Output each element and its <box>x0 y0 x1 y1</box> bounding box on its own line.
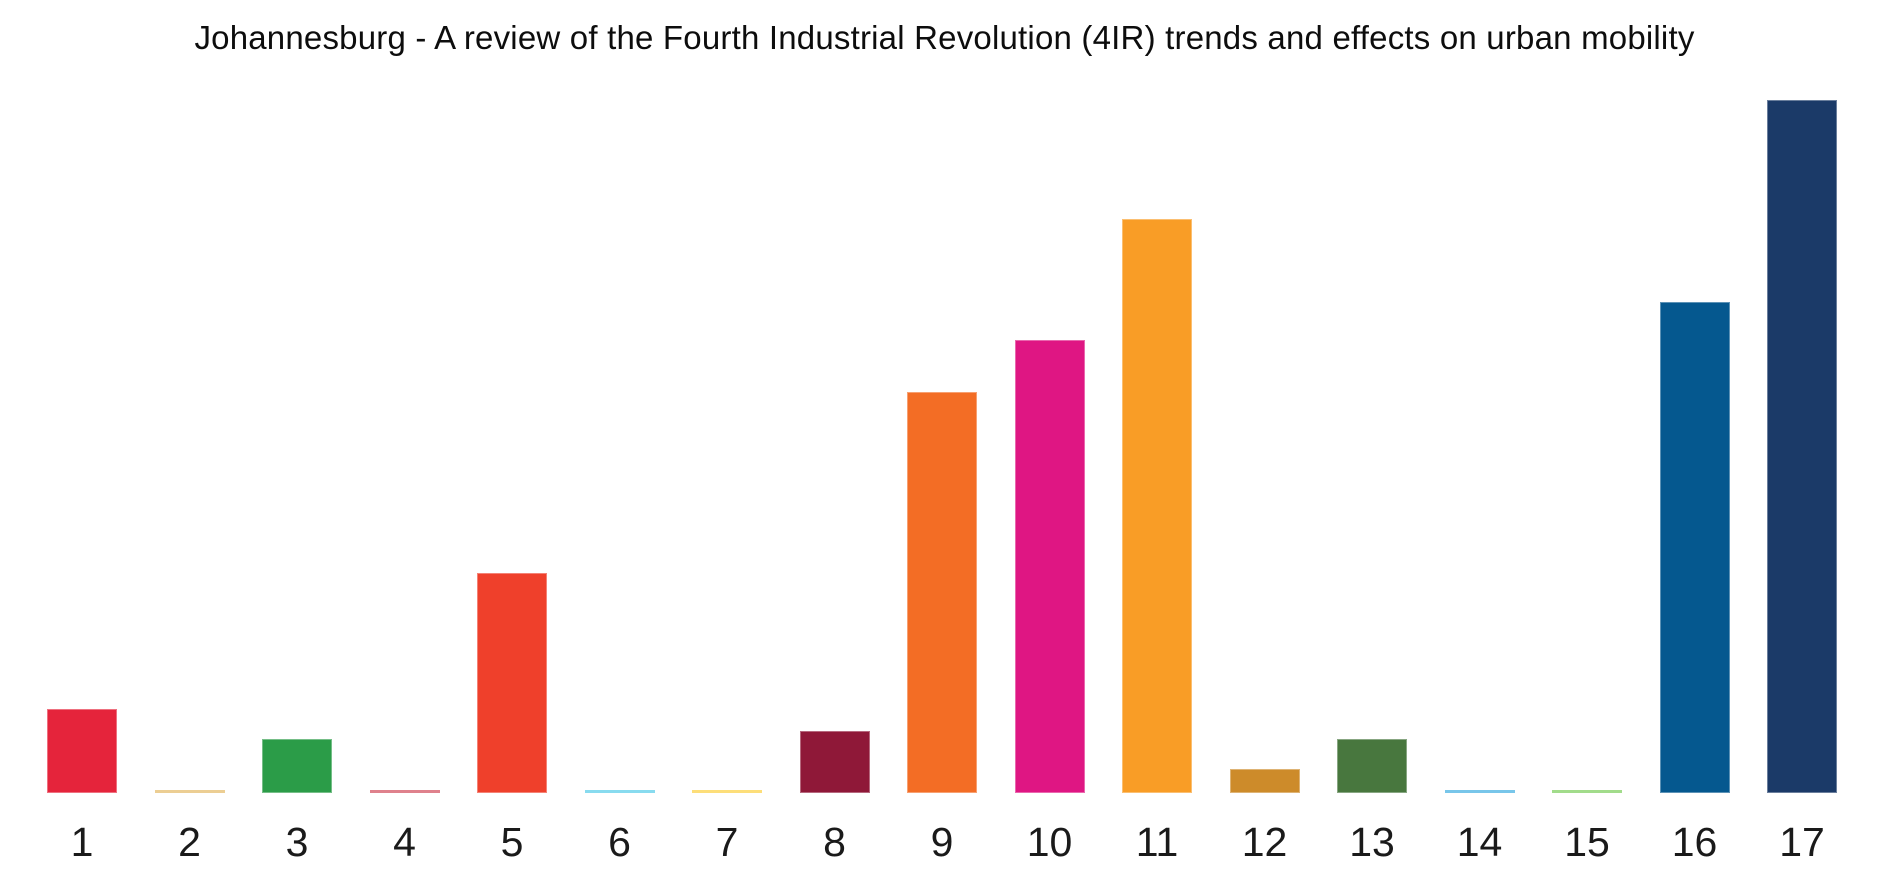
bar-sdg-11 <box>1122 219 1192 793</box>
bar-sdg-2 <box>154 790 225 793</box>
bar-sdg-12 <box>1229 769 1300 793</box>
bar-sdg-13 <box>1337 739 1407 793</box>
bar-sdg-8 <box>799 731 870 793</box>
bar-column-sdg-10: 10 <box>1014 0 1085 876</box>
bar-sdg-4 <box>369 790 440 793</box>
bar-sdg-7 <box>692 790 762 793</box>
x-tick-label: 3 <box>285 819 309 865</box>
bar-sdg-16 <box>1659 302 1730 793</box>
bar-column-sdg-5: 5 <box>477 0 547 876</box>
bar-column-sdg-8: 8 <box>799 0 870 876</box>
bar-column-sdg-7: 7 <box>692 0 762 876</box>
x-tick-label: 17 <box>1779 819 1825 865</box>
x-tick-label: 1 <box>70 819 94 865</box>
bar-sdg-14 <box>1444 790 1515 793</box>
bar-column-sdg-14: 14 <box>1444 0 1515 876</box>
x-tick-label: 16 <box>1671 819 1718 865</box>
x-tick-label: 14 <box>1456 819 1503 865</box>
bar-column-sdg-12: 12 <box>1229 0 1300 876</box>
bar-column-sdg-11: 11 <box>1122 0 1192 876</box>
bar-sdg-9 <box>907 392 977 793</box>
x-tick-label: 10 <box>1026 819 1073 865</box>
x-tick-label: 5 <box>500 819 524 865</box>
bar-sdg-17 <box>1767 100 1837 793</box>
bar-column-sdg-15: 15 <box>1552 0 1622 876</box>
bar-sdg-6 <box>584 790 655 793</box>
bar-sdg-15 <box>1552 790 1622 793</box>
bar-sdg-5 <box>477 573 547 793</box>
bar-column-sdg-6: 6 <box>584 0 655 876</box>
bar-chart: 1 2 3 4 5 6 7 8 9 10 11 12 13 14 15 16 17 <box>47 0 1837 876</box>
x-tick-label: 2 <box>178 819 201 865</box>
bar-column-sdg-2: 2 <box>154 0 225 876</box>
x-tick-label: 8 <box>823 819 846 865</box>
x-tick-label: 6 <box>608 819 631 865</box>
x-tick-label: 7 <box>715 819 739 865</box>
x-tick-label: 12 <box>1241 819 1288 865</box>
bar-sdg-3 <box>262 739 332 793</box>
x-tick-label: 13 <box>1349 819 1395 865</box>
x-tick-label: 4 <box>393 819 416 865</box>
x-tick-label: 11 <box>1135 819 1179 865</box>
bar-column-sdg-9: 9 <box>907 0 977 876</box>
bar-column-sdg-1: 1 <box>47 0 117 876</box>
bar-column-sdg-13: 13 <box>1337 0 1407 876</box>
bar-column-sdg-17: 17 <box>1767 0 1837 876</box>
bar-sdg-10 <box>1014 340 1085 793</box>
chart-title: Johannesburg - A review of the Fourth In… <box>194 19 1695 56</box>
bar-sdg-1 <box>47 709 117 793</box>
x-tick-label: 15 <box>1564 819 1610 865</box>
x-tick-label: 9 <box>930 819 954 865</box>
bar-column-sdg-3: 3 <box>262 0 332 876</box>
bar-column-sdg-16: 16 <box>1659 0 1730 876</box>
bar-columns: 1 2 3 4 5 6 7 8 9 10 11 12 13 14 15 16 17 <box>47 0 1837 876</box>
bar-column-sdg-4: 4 <box>369 0 440 876</box>
